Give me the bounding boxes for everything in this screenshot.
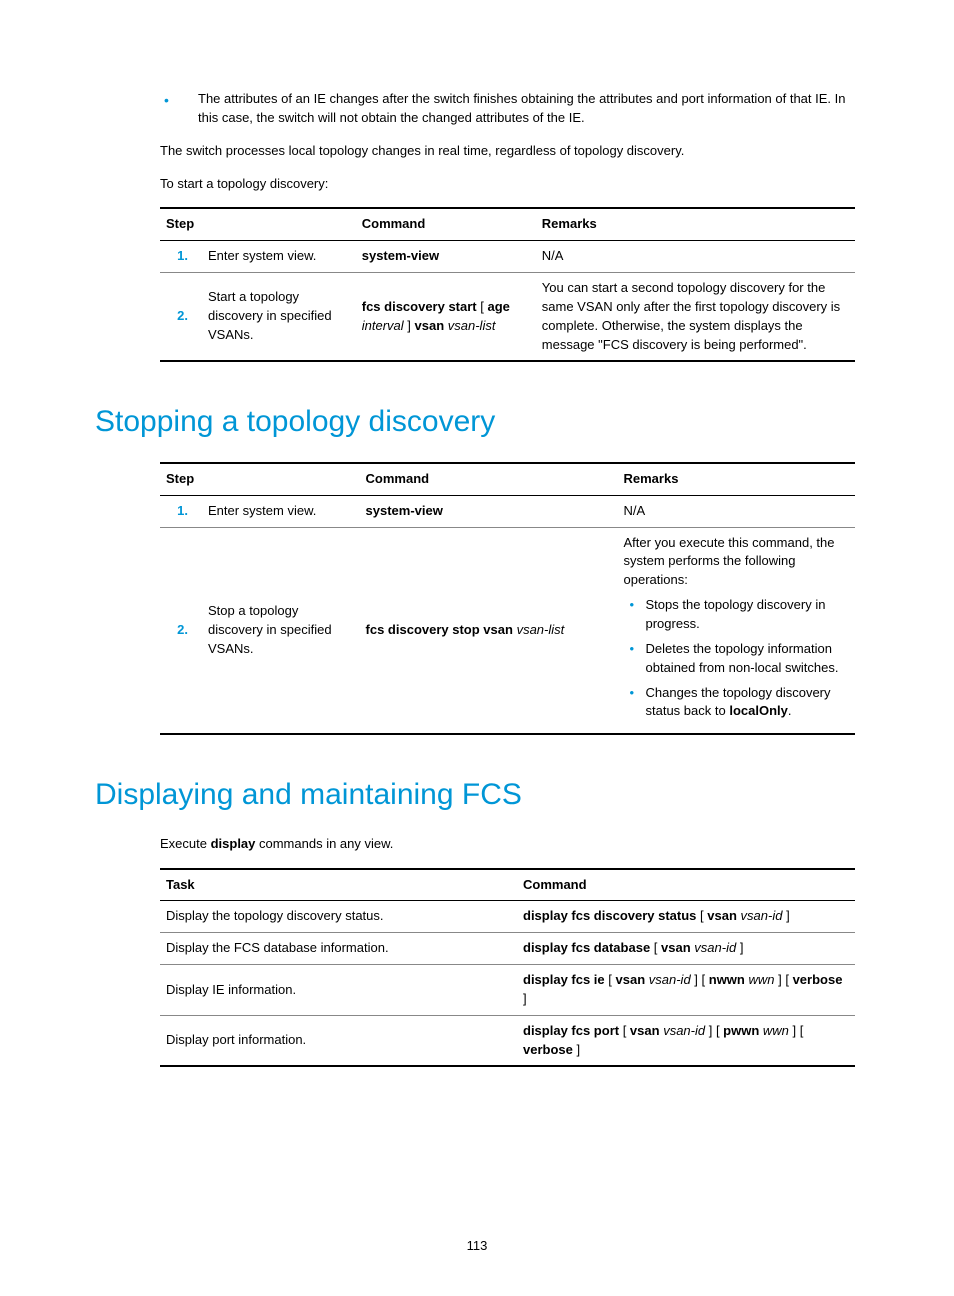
remarks-bullet: Changes the topology discovery status ba… [624, 684, 850, 722]
table-row: 2.Start a topology discovery in specifie… [160, 273, 855, 362]
remarks-list: Stops the topology discovery in progress… [624, 596, 850, 721]
step-desc: Start a topology discovery in specified … [202, 273, 356, 362]
step-desc: Enter system view. [202, 241, 356, 273]
remarks-cell: N/A [618, 495, 856, 527]
remarks-cell: N/A [536, 241, 855, 273]
intro-bullet: The attributes of an IE changes after th… [160, 90, 859, 128]
display-intro: Execute display commands in any view. [95, 835, 859, 854]
table3-body: Display the topology discovery status.di… [160, 901, 855, 1067]
table1-head-step: Step [160, 208, 356, 240]
remarks-bullet: Stops the topology discovery in progress… [624, 596, 850, 634]
step-desc: Enter system view. [202, 495, 360, 527]
stopping-heading: Stopping a topology discovery [95, 400, 859, 444]
intro-bullet-list: The attributes of an IE changes after th… [160, 90, 859, 128]
intro-p1: The switch processes local topology chan… [95, 142, 859, 161]
remarks-cell: You can start a second topology discover… [536, 273, 855, 362]
command-cell: fcs discovery start [ age interval ] vsa… [356, 273, 536, 362]
stop-discovery-table: Step Command Remarks 1.Enter system view… [160, 462, 855, 735]
table-row: Display port information.display fcs por… [160, 1015, 855, 1066]
table1-head-rem: Remarks [536, 208, 855, 240]
table2-head-cmd: Command [360, 463, 618, 495]
displaying-heading: Displaying and maintaining FCS [95, 773, 859, 817]
table-row: Display the topology discovery status.di… [160, 901, 855, 933]
task-cell: Display the topology discovery status. [160, 901, 517, 933]
command-cell: display fcs discovery status [ vsan vsan… [517, 901, 855, 933]
step-number: 1. [160, 241, 202, 273]
table-row: Display the FCS database information.dis… [160, 933, 855, 965]
command-cell: system-view [360, 495, 618, 527]
table3-head-task: Task [160, 869, 517, 901]
table3-head-cmd: Command [517, 869, 855, 901]
table2-head-rem: Remarks [618, 463, 856, 495]
step-number: 2. [160, 273, 202, 362]
remarks-intro: After you execute this command, the syst… [624, 534, 850, 591]
start-discovery-table: Step Command Remarks 1.Enter system view… [160, 207, 855, 362]
table2-head-step: Step [160, 463, 360, 495]
task-cell: Display port information. [160, 1015, 517, 1066]
command-cell: display fcs database [ vsan vsan-id ] [517, 933, 855, 965]
table-row: 2.Stop a topology discovery in specified… [160, 527, 855, 734]
task-cell: Display IE information. [160, 965, 517, 1016]
table1-body: 1.Enter system view.system-viewN/A2.Star… [160, 241, 855, 362]
step-number: 1. [160, 495, 202, 527]
step-desc: Stop a topology discovery in specified V… [202, 527, 360, 734]
intro-p2: To start a topology discovery: [95, 175, 859, 194]
table2-body: 1.Enter system view.system-viewN/A2.Stop… [160, 495, 855, 734]
step-number: 2. [160, 527, 202, 734]
task-cell: Display the FCS database information. [160, 933, 517, 965]
table-row: 1.Enter system view.system-viewN/A [160, 495, 855, 527]
display-intro-pre: Execute [160, 836, 211, 851]
table-row: 1.Enter system view.system-viewN/A [160, 241, 855, 273]
command-cell: display fcs ie [ vsan vsan-id ] [ nwwn w… [517, 965, 855, 1016]
table-row: Display IE information.display fcs ie [ … [160, 965, 855, 1016]
page-number: 113 [95, 1237, 859, 1256]
command-cell: system-view [356, 241, 536, 273]
table1-head-cmd: Command [356, 208, 536, 240]
command-cell: fcs discovery stop vsan vsan-list [360, 527, 618, 734]
remarks-cell: After you execute this command, the syst… [618, 527, 856, 734]
remarks-bullet: Deletes the topology information obtaine… [624, 640, 850, 678]
command-cell: display fcs port [ vsan vsan-id ] [ pwwn… [517, 1015, 855, 1066]
display-intro-post: commands in any view. [255, 836, 393, 851]
display-commands-table: Task Command Display the topology discov… [160, 868, 855, 1068]
display-intro-bold: display [211, 836, 256, 851]
